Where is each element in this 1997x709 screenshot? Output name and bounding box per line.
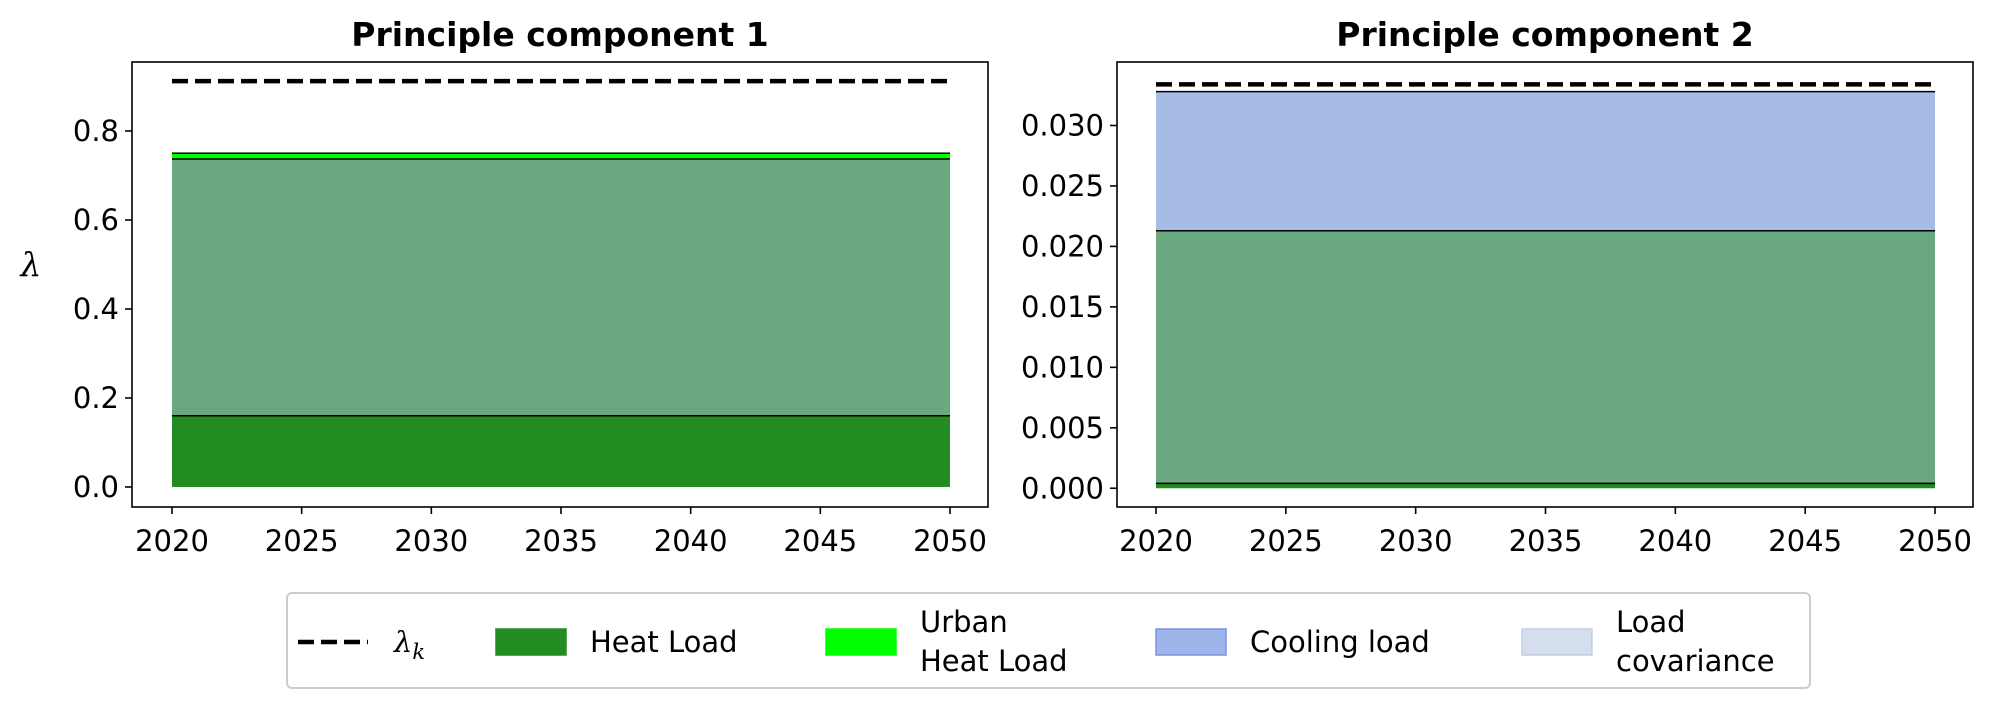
y-tick-label: 0.020: [1021, 229, 1104, 263]
plot-frame: [131, 61, 989, 508]
band-cooling-load: [1156, 91, 1935, 231]
x-tick-label: 2025: [1249, 524, 1323, 558]
legend-label: Heat Load: [590, 625, 738, 659]
y-axis-label: λ: [19, 245, 42, 284]
legend-label-line1: Load: [1616, 605, 1686, 639]
legend-label: λk: [393, 625, 425, 664]
legend-swatch-urban: [825, 628, 897, 656]
y-tick-label: 0.8: [73, 114, 119, 148]
band-heat-load: [1156, 483, 1935, 489]
x-tick-label: 2045: [1768, 524, 1842, 558]
y-tick-label: 0.0: [73, 470, 119, 504]
x-tick-label: 2030: [1379, 524, 1453, 558]
panel-principle-component-1: 2020 2025 2030 2035 2040 2045 2050 0.0 0.2 0.4 0.6…: [19, 15, 989, 558]
y-tick-label: 0.2: [73, 381, 119, 415]
x-tick-label: 2040: [654, 524, 728, 558]
x-tick-label: 2045: [783, 524, 857, 558]
band-load-covariance: [172, 159, 950, 416]
y-tick-label: 0.025: [1021, 169, 1104, 203]
legend-label-sub: k: [412, 640, 425, 664]
band-heat-load: [172, 415, 950, 487]
legend-label-line2: Heat Load: [920, 644, 1068, 678]
y-tick-label: 0.010: [1021, 350, 1104, 384]
legend-entry-heat: Heat Load: [495, 625, 738, 659]
y-tick-label: 0.4: [73, 292, 119, 326]
legend-entry-covariance: Load covariance: [1521, 605, 1775, 678]
x-tick-label: 2040: [1638, 524, 1712, 558]
panel-title: Principle component 2: [1336, 15, 1753, 54]
y-tick-label: 0.005: [1021, 411, 1104, 445]
panel-title: Principle component 1: [351, 15, 768, 54]
panel-principle-component-2: 2020 2025 2030 2035 2040 2045 2050 0.000 0.005 0.…: [1021, 15, 1974, 558]
legend-swatch-covariance: [1521, 628, 1593, 656]
band-load-covariance: [1156, 230, 1935, 484]
x-tick-label: 2035: [524, 524, 598, 558]
y-tick-label: 0.6: [73, 203, 119, 237]
legend-entry-lambda: λk: [298, 625, 425, 664]
legend-entry-cooling: Cooling load: [1155, 625, 1430, 659]
legend-label: Cooling load: [1250, 625, 1430, 659]
legend-label-main: λ: [393, 625, 412, 659]
x-tick-label: 2035: [1509, 524, 1583, 558]
legend-label-line2: covariance: [1616, 644, 1775, 678]
x-tick-label: 2050: [913, 524, 987, 558]
legend-swatch-cooling: [1155, 628, 1227, 656]
legend-label-line1: Urban: [920, 605, 1008, 639]
y-tick-label: 0.030: [1021, 108, 1104, 142]
legend-entry-urban: Urban Heat Load: [825, 605, 1068, 678]
y-tick-label: 0.015: [1021, 290, 1104, 324]
x-tick-label: 2020: [1119, 524, 1193, 558]
band-urban-heat-load: [172, 153, 950, 160]
legend-frame: [286, 592, 1811, 689]
x-tick-label: 2020: [135, 524, 209, 558]
x-tick-label: 2050: [1898, 524, 1972, 558]
legend-swatch-heat: [495, 628, 567, 656]
x-tick-label: 2030: [394, 524, 468, 558]
y-tick-label: 0.000: [1021, 471, 1104, 505]
legend: λk Heat Load Urban Heat Load Cooling load Loa…: [286, 592, 1811, 689]
x-tick-label: 2025: [265, 524, 339, 558]
